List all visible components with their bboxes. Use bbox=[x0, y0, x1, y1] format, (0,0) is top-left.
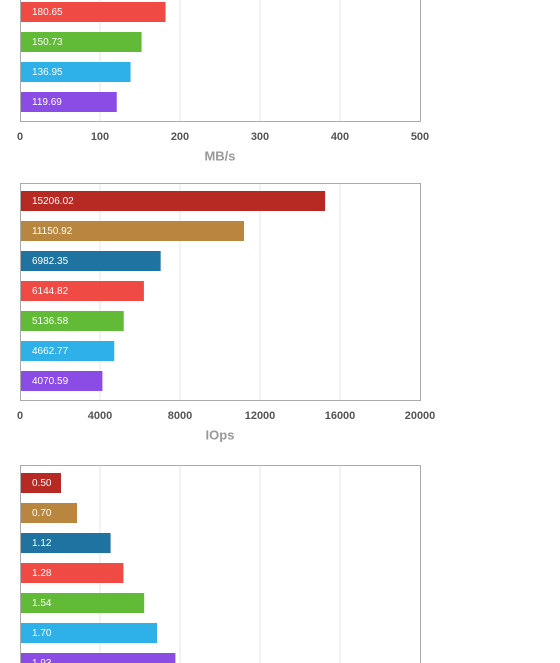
value-label: 1.12 bbox=[32, 538, 52, 549]
x-tick-label: 0 bbox=[17, 131, 23, 143]
bar bbox=[21, 563, 124, 583]
value-label: 6982.35 bbox=[32, 256, 69, 267]
bar bbox=[21, 281, 144, 301]
x-tick-label: 12000 bbox=[245, 410, 276, 422]
bar bbox=[21, 593, 145, 613]
value-label: 119.69 bbox=[32, 97, 62, 108]
x-tick-label: 300 bbox=[251, 131, 269, 143]
bar bbox=[21, 341, 115, 361]
value-label: 150.73 bbox=[32, 37, 63, 48]
bar bbox=[21, 92, 117, 112]
bar bbox=[21, 533, 111, 553]
x-tick-label: 100 bbox=[91, 131, 109, 143]
x-tick-label: 4000 bbox=[88, 410, 112, 422]
x-axis-label: MB/s bbox=[204, 148, 235, 163]
x-axis-label: IOps bbox=[206, 427, 235, 442]
bar bbox=[21, 251, 161, 271]
value-label: 180.65 bbox=[32, 7, 63, 18]
bar bbox=[21, 62, 131, 82]
bar bbox=[21, 371, 103, 391]
x-tick-label: 0 bbox=[17, 410, 23, 422]
bar bbox=[21, 191, 326, 211]
value-label: 0.50 bbox=[32, 478, 52, 489]
x-tick-label: 16000 bbox=[325, 410, 356, 422]
bar bbox=[21, 221, 245, 241]
value-label: 1.28 bbox=[32, 568, 52, 579]
plot-area bbox=[20, 183, 421, 401]
x-tick-label: 500 bbox=[411, 131, 429, 143]
bar bbox=[21, 623, 157, 643]
value-label: 0.70 bbox=[32, 508, 52, 519]
bar bbox=[21, 653, 176, 663]
bar bbox=[21, 32, 142, 52]
value-label: 1.70 bbox=[32, 628, 52, 639]
value-label: 4070.59 bbox=[32, 376, 69, 387]
value-label: 1.54 bbox=[32, 598, 52, 609]
value-label: 136.95 bbox=[32, 67, 63, 78]
bar bbox=[21, 2, 166, 22]
value-label: 11150.92 bbox=[32, 226, 73, 237]
x-tick-label: 200 bbox=[171, 131, 189, 143]
bar bbox=[21, 311, 124, 331]
x-tick-label: 400 bbox=[331, 131, 349, 143]
value-label: 4662.77 bbox=[32, 346, 69, 357]
x-tick-label: 8000 bbox=[168, 410, 192, 422]
value-label: 15206.02 bbox=[32, 196, 74, 207]
plot-area bbox=[20, 0, 421, 122]
value-label: 5136.58 bbox=[32, 316, 69, 327]
bar bbox=[21, 473, 61, 493]
x-tick-label: 20000 bbox=[405, 410, 436, 422]
plot-area bbox=[20, 465, 421, 663]
value-label: 6144.82 bbox=[32, 286, 69, 297]
value-label: 1.93 bbox=[32, 658, 52, 663]
bar bbox=[21, 503, 77, 523]
